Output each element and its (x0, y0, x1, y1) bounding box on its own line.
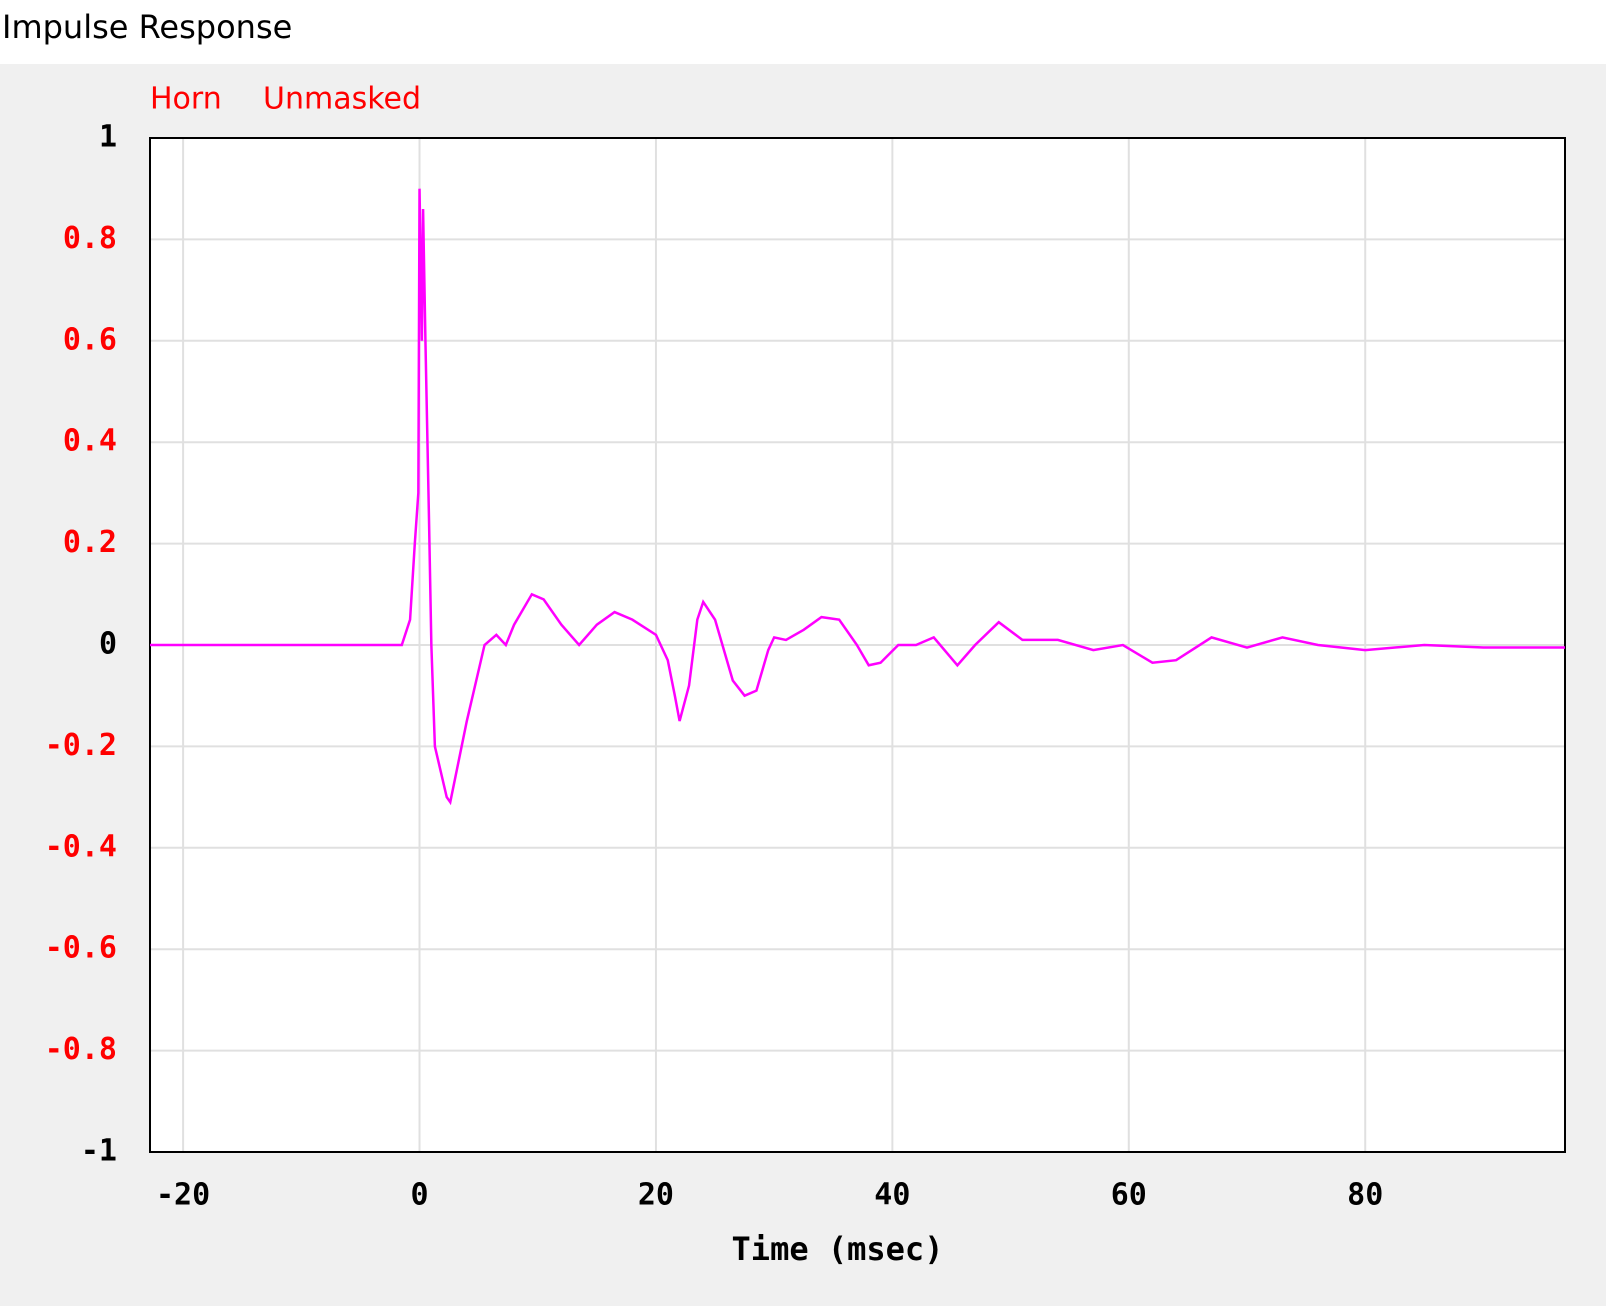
y-tick-label: -1 (81, 1134, 117, 1169)
x-tick-label: 60 (1111, 1178, 1147, 1213)
y-tick-label: 1 (99, 120, 117, 155)
x-tick-label: 20 (638, 1178, 674, 1213)
x-tick-label: 40 (874, 1178, 910, 1213)
y-tick-label: 0.8 (63, 221, 117, 256)
x-tick-label: -20 (156, 1178, 210, 1213)
y-tick-label: -0.2 (45, 728, 117, 763)
y-tick-label: -0.6 (45, 931, 117, 966)
legend-note: Unmasked (263, 82, 421, 117)
y-tick-label: -0.8 (45, 1032, 117, 1067)
x-axis-label: Time (msec) (732, 1230, 944, 1268)
chart-title: Impulse Response (2, 8, 293, 46)
series-line (150, 188, 1565, 806)
y-tick-label: 0.6 (63, 322, 117, 357)
legend-entry: Horn (150, 82, 222, 117)
y-tick-label: 0.4 (63, 424, 117, 459)
x-tick-label: 0 (410, 1178, 428, 1213)
x-tick-label: 80 (1347, 1178, 1383, 1213)
chart: -1 -0.8 -0.6 -0.4 -0.2 0 0.2 0.4 0.6 0.8 1 -20 0 20 40… (45, 82, 1566, 1268)
title-bar: Impulse Response (0, 0, 1606, 64)
y-tick-label: -0.4 (45, 829, 117, 864)
y-tick-label: 0 (99, 627, 117, 662)
y-tick-label: 0.2 (63, 525, 117, 560)
